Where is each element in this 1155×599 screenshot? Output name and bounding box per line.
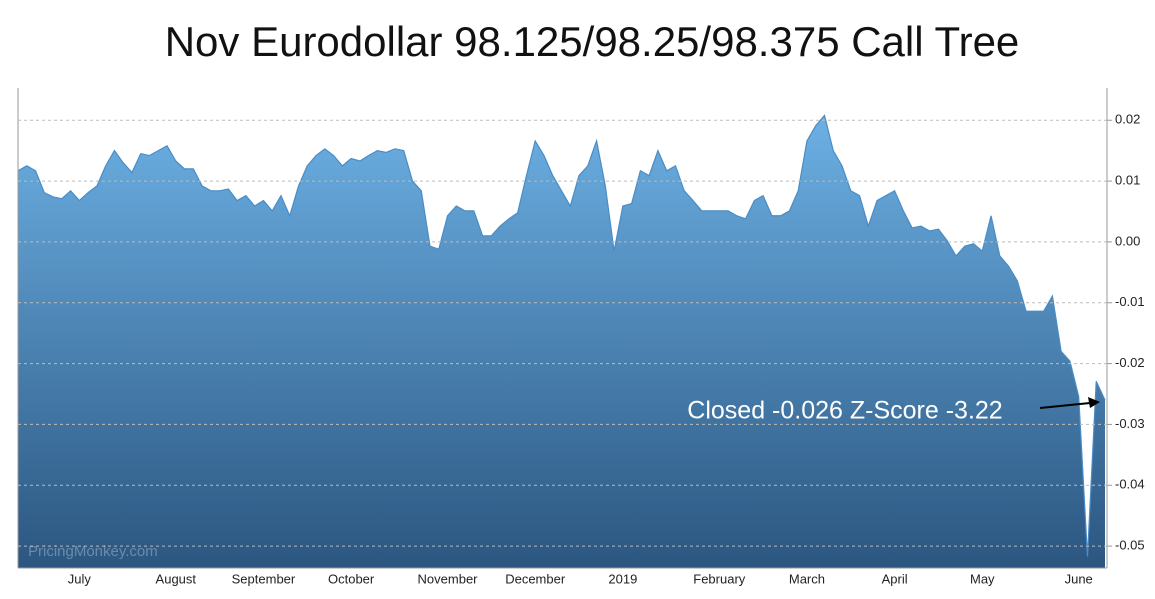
- y-tick-label: -0.05: [1115, 538, 1145, 553]
- x-tick-label: 2019: [608, 571, 637, 586]
- chart-title: Nov Eurodollar 98.125/98.25/98.375 Call …: [165, 18, 1020, 65]
- x-tick-label: July: [68, 571, 92, 586]
- x-tick-label: May: [970, 571, 995, 586]
- x-tick-label: November: [418, 571, 479, 586]
- y-tick-label: 0.02: [1115, 112, 1140, 127]
- y-tick-label: -0.04: [1115, 477, 1145, 492]
- y-tick-label: 0.01: [1115, 173, 1140, 188]
- y-tick-label: 0.00: [1115, 233, 1140, 248]
- y-tick-label: -0.03: [1115, 416, 1145, 431]
- plot-area: [17, 114, 1106, 568]
- x-tick-label: February: [693, 571, 746, 586]
- x-tick-label: September: [232, 571, 296, 586]
- annotation: Closed -0.026 Z-Score -3.22: [687, 397, 1002, 425]
- annotation-arrowhead: [1088, 397, 1100, 408]
- y-tick-label: -0.02: [1115, 355, 1145, 370]
- annotation-arrow: [1039, 402, 1091, 409]
- x-tick-label: June: [1065, 571, 1093, 586]
- y-tick-label: -0.01: [1115, 294, 1145, 309]
- area: [18, 115, 1105, 568]
- x-tick-label: October: [328, 571, 375, 586]
- watermark: PricingMonkey.com: [28, 543, 158, 560]
- x-tick-label: April: [882, 571, 908, 586]
- area-line: [17, 114, 1106, 557]
- x-tick-label: December: [505, 571, 566, 586]
- x-tick-label: August: [156, 571, 197, 586]
- x-tick-label: March: [789, 571, 825, 586]
